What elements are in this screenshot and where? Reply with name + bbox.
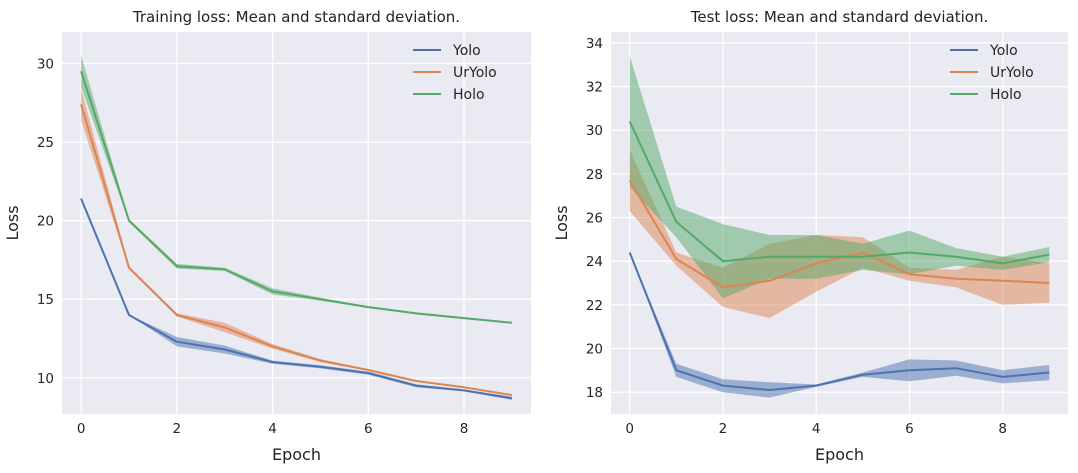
legend-label-yolo: Yolo: [452, 43, 481, 59]
y-tick-label: 34: [586, 36, 603, 52]
legend-label-yolo: Yolo: [989, 43, 1018, 59]
x-tick-label: 4: [268, 421, 277, 437]
x-tick-label: 4: [812, 421, 821, 437]
training-chart: 0 2 4 6 8 10 15 20 25 30 Training loss: Mean and s…: [3, 8, 531, 464]
y-tick-label: 20: [586, 342, 603, 358]
legend-label-uryolo: UrYolo: [990, 65, 1034, 81]
x-tick-label: 8: [460, 421, 469, 437]
y-tick-label: 26: [586, 211, 603, 227]
x-tick-label: 6: [905, 421, 914, 437]
y-tick-label: 22: [586, 298, 603, 314]
chart-title: Test loss: Mean and standard deviation.: [690, 8, 989, 26]
y-tick-label: 32: [586, 80, 603, 96]
series-line-holo: [80, 70, 512, 324]
chart-title: Training loss: Mean and standard deviati…: [132, 8, 460, 26]
y-tick-label: 18: [586, 385, 603, 401]
series-line-holo: [628, 121, 1050, 265]
x-tick-label: 0: [625, 421, 634, 437]
series-line-uryolo: [80, 104, 513, 397]
x-tick-label: 2: [173, 421, 182, 437]
x-tick-label: 2: [719, 421, 728, 437]
legend-label-holo: Holo: [990, 87, 1022, 103]
y-axis-label: Loss: [3, 205, 22, 240]
y-tick-label: 20: [37, 214, 54, 230]
x-axis-label: Epoch: [815, 445, 864, 464]
y-tick-label: 30: [586, 123, 603, 139]
series-line-uryolo: [628, 179, 1050, 289]
y-axis-label: Loss: [552, 205, 571, 240]
y-tick-label: 30: [37, 56, 54, 72]
series-line-yolo: [628, 252, 1050, 391]
plot-area: [62, 32, 531, 414]
y-tick-label: 15: [37, 292, 54, 308]
legend-label-uryolo: UrYolo: [453, 65, 497, 81]
legend-label-holo: Holo: [453, 87, 485, 103]
legend: Yolo UrYolo Holo: [950, 43, 1034, 103]
y-tick-label: 25: [37, 135, 54, 151]
x-tick-label: 6: [364, 421, 373, 437]
std-band-holo: [629, 56, 1050, 299]
x-axis-label: Epoch: [272, 445, 321, 464]
y-tick-label: 24: [586, 254, 603, 270]
std-band-yolo: [629, 252, 1050, 398]
y-tick-label: 28: [586, 167, 603, 183]
legend: Yolo UrYolo Holo: [413, 43, 497, 103]
x-tick-label: 8: [998, 421, 1007, 437]
x-tick-label: 0: [77, 421, 86, 437]
series-line-yolo: [80, 198, 513, 400]
y-tick-label: 10: [37, 371, 54, 387]
